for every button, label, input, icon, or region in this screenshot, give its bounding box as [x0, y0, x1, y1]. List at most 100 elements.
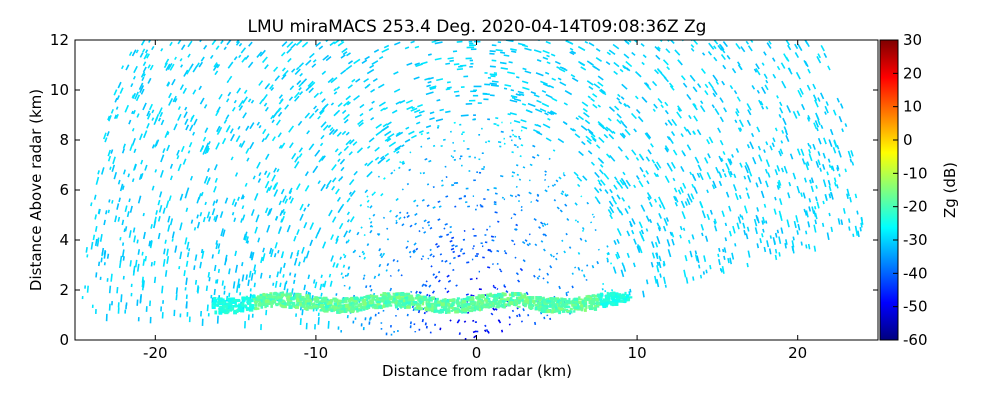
- radar-gate: [650, 143, 654, 148]
- radar-gate: [651, 159, 656, 164]
- radar-gate: [141, 251, 144, 256]
- radar-gate: [463, 310, 468, 314]
- radar-gate: [781, 80, 787, 89]
- radar-gate: [368, 294, 374, 298]
- radar-gate: [484, 37, 488, 39]
- radar-gate: [569, 47, 574, 51]
- radar-gate: [709, 264, 712, 270]
- radar-gate: [452, 250, 456, 254]
- radar-gate: [305, 303, 309, 308]
- radar-gate: [429, 85, 437, 89]
- radar-gate: [489, 73, 498, 76]
- radar-gate: [462, 303, 468, 308]
- radar-gate: [123, 228, 126, 233]
- radar-gate: [129, 260, 132, 267]
- radar-gate: [247, 279, 250, 287]
- radar-gate: [435, 118, 444, 122]
- radar-gate: [723, 107, 728, 113]
- radar-gate: [165, 200, 170, 209]
- radar-gate: [453, 149, 456, 152]
- radar-gate: [333, 87, 337, 92]
- radar-gate: [804, 162, 809, 171]
- radar-gate: [436, 126, 440, 129]
- radar-gate: [597, 81, 604, 87]
- radar-gate: [203, 175, 209, 184]
- radar-gate: [590, 221, 593, 224]
- radar-gate: [428, 76, 434, 80]
- radar-gate: [362, 252, 366, 256]
- radar-gate: [718, 43, 725, 51]
- radar-gate: [179, 313, 182, 318]
- radar-gate: [645, 279, 649, 285]
- radar-gate: [406, 295, 411, 300]
- radar-gate: [426, 137, 431, 140]
- radar-gate: [202, 216, 206, 223]
- radar-gate: [291, 68, 296, 73]
- radar-gate: [797, 43, 803, 52]
- radar-gate: [524, 239, 528, 242]
- radar-gate: [179, 193, 184, 201]
- radar-gate: [371, 193, 375, 196]
- radar-gate: [544, 112, 549, 116]
- radar-gate: [505, 290, 509, 294]
- radar-gate: [413, 76, 420, 80]
- radar-gate: [130, 83, 134, 88]
- radar-gate: [764, 180, 769, 188]
- radar-gate: [776, 185, 780, 190]
- radar-gate: [536, 99, 542, 104]
- radar-gate: [514, 256, 517, 259]
- radar-gate: [185, 207, 189, 212]
- radar-gate: [660, 202, 666, 210]
- radar-gate: [373, 292, 376, 296]
- colorbar: [879, 39, 899, 341]
- radar-gate: [432, 206, 436, 209]
- radar-gate: [116, 203, 120, 210]
- radar-gate: [263, 102, 268, 107]
- radar-gate: [503, 198, 506, 201]
- radar-gate: [553, 310, 556, 314]
- radar-gate: [472, 247, 474, 250]
- radar-gate: [207, 141, 211, 145]
- radar-gate: [453, 63, 460, 66]
- radar-gate: [580, 66, 587, 71]
- radar-gate: [547, 309, 551, 313]
- radar-gate: [559, 209, 563, 213]
- radar-gate: [427, 53, 432, 56]
- radar-gate: [684, 201, 688, 206]
- radar-gate: [447, 307, 450, 311]
- radar-gate: [249, 141, 255, 150]
- radar-gate: [745, 187, 748, 191]
- radar-gate: [617, 293, 622, 296]
- radar-gate: [269, 301, 274, 305]
- radar-gate: [838, 173, 841, 177]
- radar-gate: [277, 294, 281, 297]
- radar-gate: [148, 240, 151, 247]
- radar-gate: [241, 302, 245, 307]
- radar-gate: [196, 214, 199, 219]
- radar-gate: [307, 274, 311, 280]
- radar-gate: [734, 192, 739, 201]
- radar-gate: [306, 296, 310, 300]
- radar-gate: [500, 300, 506, 303]
- radar-gate: [185, 294, 188, 300]
- radar-gate: [388, 141, 397, 148]
- radar-gate: [521, 80, 529, 84]
- radar-gate: [400, 298, 404, 302]
- radar-gate: [100, 167, 105, 175]
- radar-gate: [654, 275, 658, 284]
- radar-gate: [117, 302, 120, 308]
- radar-gate: [274, 280, 278, 288]
- radar-gate: [258, 172, 262, 177]
- radar-gate: [299, 298, 303, 302]
- radar-gate: [562, 172, 565, 175]
- radar-gate: [517, 90, 524, 94]
- radar-gate: [542, 123, 551, 129]
- radar-gate: [574, 266, 577, 269]
- radar-gate: [772, 73, 777, 79]
- radar-gate: [801, 158, 806, 165]
- radar-gate: [814, 120, 819, 128]
- radar-gate: [215, 243, 219, 250]
- radar-gate: [231, 298, 236, 303]
- radar-gate: [168, 98, 174, 106]
- radar-gate: [386, 121, 392, 126]
